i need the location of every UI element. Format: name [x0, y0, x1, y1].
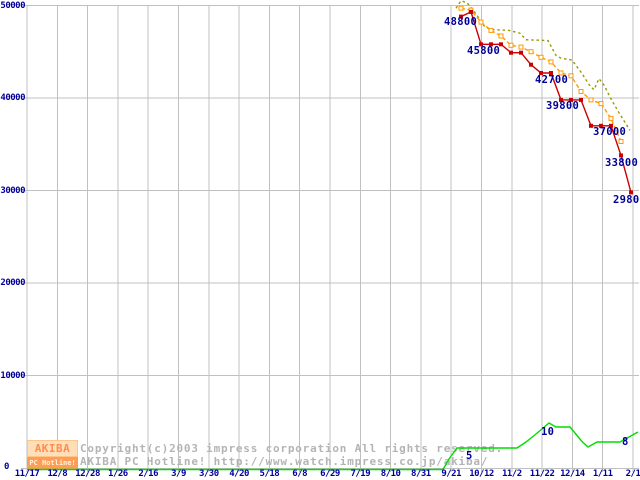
red-marker: [539, 71, 543, 75]
akiba-logo-text: AKIBA: [27, 440, 78, 457]
watermark-site-url-text: AKIBA PC Hotline! http://www.watch.impre…: [80, 455, 489, 468]
red-marker: [619, 153, 623, 158]
red-marker: [509, 50, 513, 55]
data-point-label: 33800: [605, 157, 639, 169]
orange-marker: [568, 73, 574, 79]
orange-marker: [518, 44, 524, 50]
red-marker: [589, 123, 593, 128]
x-axis-tick-label: 4/20: [229, 469, 249, 479]
watermark-copyright-text: Copyright(c)2003 impress corporation All…: [80, 442, 504, 455]
x-axis-tick-label: 11/22: [529, 469, 555, 479]
data-point-label: 5: [466, 450, 473, 462]
orange-marker: [458, 5, 464, 11]
orange-marker: [538, 54, 544, 60]
orange-line: [460, 7, 622, 142]
red-marker: [499, 42, 503, 47]
orange-marker: [618, 139, 624, 144]
data-point-label: 48800: [444, 16, 478, 28]
x-axis-tick-label: 1/26: [108, 469, 128, 479]
orange-marker: [548, 59, 554, 65]
data-point-label: 42700: [535, 74, 569, 86]
red-marker: [569, 97, 573, 102]
data-point-label: 8: [622, 436, 629, 448]
green-line: [27, 422, 639, 471]
red-marker: [599, 123, 603, 128]
orange-marker: [598, 101, 604, 107]
orange-marker: [498, 33, 504, 39]
y-axis-tick-label: 10000: [0, 370, 25, 381]
orange-marker: [578, 89, 584, 94]
x-axis-tick-label: 12/8: [47, 469, 68, 479]
red-marker: [479, 42, 483, 47]
red-marker: [489, 42, 493, 47]
y-axis-tick-label: 30000: [0, 185, 25, 196]
akiba-logo: AKIBA PC Hotline!: [27, 440, 78, 469]
x-axis-tick-label: 6/29: [320, 469, 340, 479]
orange-marker: [478, 19, 484, 25]
orange-marker: [528, 49, 534, 55]
y-axis-tick-label: 20000: [0, 278, 25, 289]
red-marker: [609, 123, 613, 128]
orange-marker: [488, 27, 494, 33]
data-point-label: 39800: [546, 100, 580, 112]
data-point-label: 29800: [613, 194, 640, 206]
x-axis-tick-label: 2/1: [625, 469, 640, 479]
x-axis-tick-label: 6/8: [292, 469, 308, 479]
y-axis-tick-label: 50000: [0, 0, 25, 11]
x-axis-tick-label: 3/9: [171, 469, 186, 479]
y-axis-tick-label: 0: [4, 462, 9, 472]
red-marker: [519, 50, 523, 55]
data-point-label: 37000: [593, 126, 627, 138]
x-axis-tick-label: 1/11: [592, 469, 613, 479]
red-marker: [459, 14, 463, 19]
red-marker: [549, 71, 553, 75]
olive-line: [455, 0, 631, 131]
x-axis-tick-label: 5/18: [259, 469, 280, 479]
orange-marker: [508, 42, 514, 48]
x-axis-tick-label: 9/21: [441, 469, 462, 479]
x-axis-tick-label: 11/17: [14, 469, 40, 479]
y-axis-tick-label: 40000: [0, 93, 25, 104]
x-axis-tick-label: 11/2: [501, 469, 522, 479]
x-axis-tick-label: 12/14: [560, 469, 585, 479]
red-marker: [629, 190, 633, 195]
red-marker: [469, 9, 473, 14]
x-axis-tick-label: 7/19: [350, 469, 371, 479]
orange-marker: [608, 115, 614, 121]
x-axis-tick-label: 12/28: [75, 469, 100, 479]
x-axis-tick-label: 8/10: [380, 469, 401, 479]
red-marker: [579, 97, 583, 102]
x-axis-tick-label: 2/16: [138, 469, 159, 479]
data-point-label: 10: [541, 426, 555, 438]
x-axis-tick-label: 10/12: [469, 469, 494, 479]
orange-marker: [558, 70, 564, 76]
red-marker: [529, 62, 533, 67]
orange-marker: [588, 97, 594, 103]
x-axis-tick-label: 8/31: [411, 469, 431, 479]
x-axis-tick-label: 3/30: [198, 469, 219, 479]
data-point-label: 45800: [467, 45, 501, 57]
red-marker: [559, 97, 563, 102]
pc-hotline-badge: PC Hotline!: [27, 457, 78, 469]
